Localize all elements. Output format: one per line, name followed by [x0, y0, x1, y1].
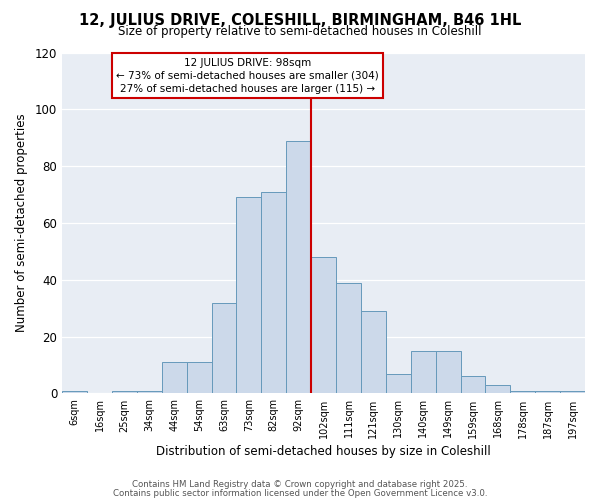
Text: Size of property relative to semi-detached houses in Coleshill: Size of property relative to semi-detach… [118, 25, 482, 38]
Bar [386, 374, 411, 394]
Bar [535, 390, 560, 394]
Text: Contains public sector information licensed under the Open Government Licence v3: Contains public sector information licen… [113, 489, 487, 498]
Y-axis label: Number of semi-detached properties: Number of semi-detached properties [15, 114, 28, 332]
Bar [162, 362, 187, 394]
Text: Contains HM Land Registry data © Crown copyright and database right 2025.: Contains HM Land Registry data © Crown c… [132, 480, 468, 489]
Bar [336, 282, 361, 394]
Bar [112, 390, 137, 394]
Bar [212, 302, 236, 394]
Bar [62, 390, 87, 394]
Bar [286, 140, 311, 394]
Bar [511, 390, 535, 394]
Bar [436, 351, 461, 394]
Bar [461, 376, 485, 394]
Text: 12, JULIUS DRIVE, COLESHILL, BIRMINGHAM, B46 1HL: 12, JULIUS DRIVE, COLESHILL, BIRMINGHAM,… [79, 12, 521, 28]
Bar [236, 198, 262, 394]
Bar [137, 390, 162, 394]
Bar [411, 351, 436, 394]
Bar [485, 385, 511, 394]
X-axis label: Distribution of semi-detached houses by size in Coleshill: Distribution of semi-detached houses by … [156, 444, 491, 458]
Bar [187, 362, 212, 394]
Bar [560, 390, 585, 394]
Text: 12 JULIUS DRIVE: 98sqm
← 73% of semi-detached houses are smaller (304)
27% of se: 12 JULIUS DRIVE: 98sqm ← 73% of semi-det… [116, 58, 379, 94]
Bar [262, 192, 286, 394]
Bar [361, 311, 386, 394]
Bar [311, 257, 336, 394]
